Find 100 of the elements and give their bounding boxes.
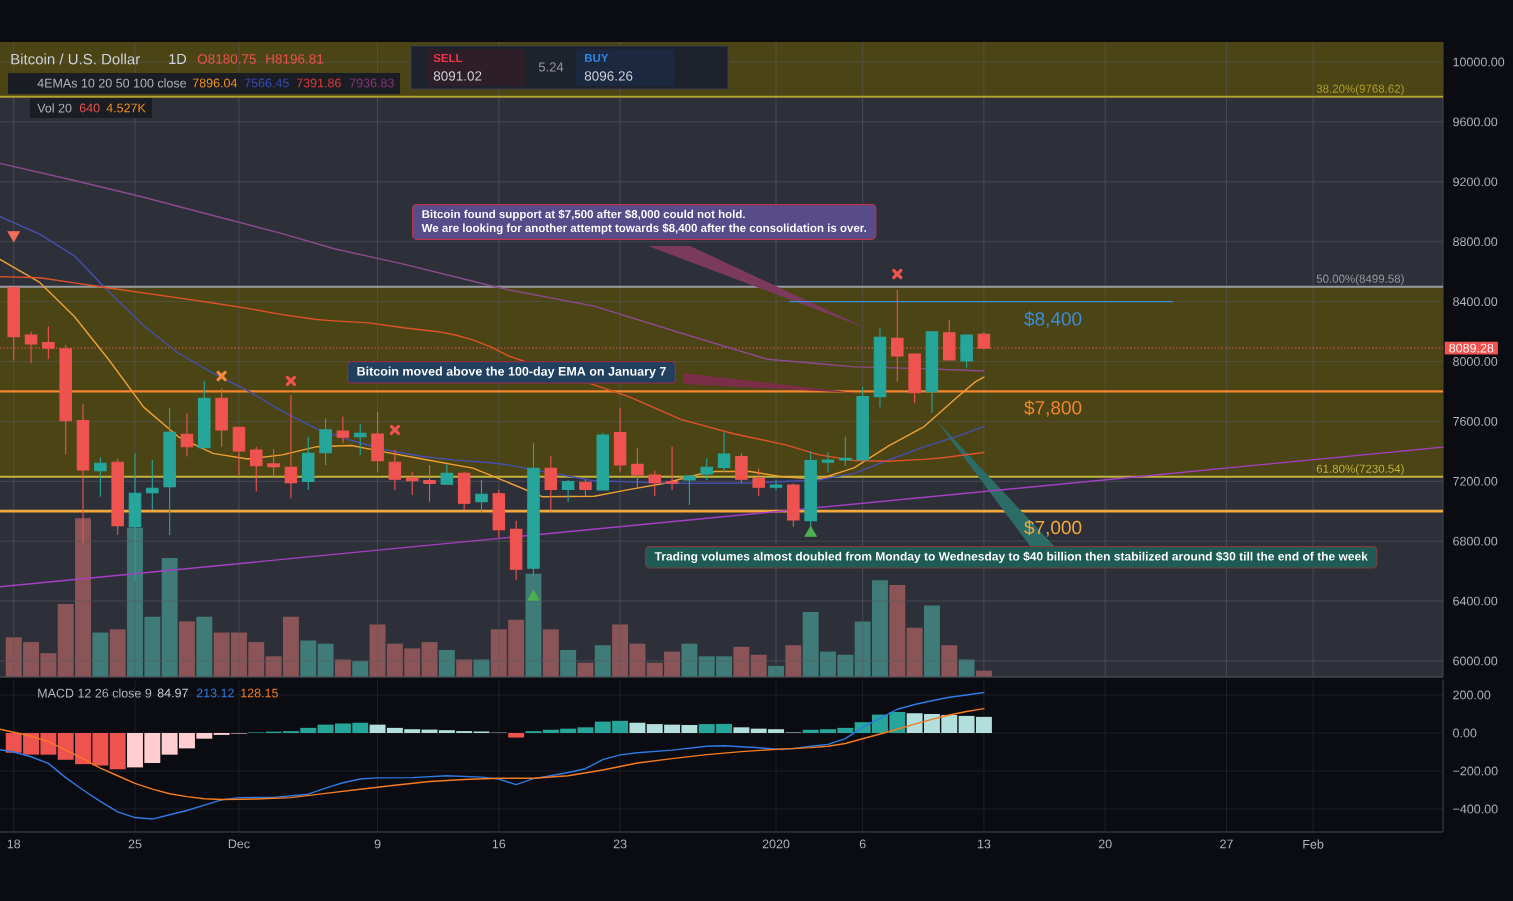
bar: [317, 643, 334, 677]
candlestick: [735, 452, 748, 484]
annotation: 7896.04: [192, 78, 238, 88]
annotation: Trading volumes almost doubled from Monday to Wednesday to $40 billion then stabilized around $30 till the end of the week: [654, 551, 1368, 564]
bar: [196, 616, 213, 677]
bar: [577, 662, 594, 677]
bar: [92, 632, 109, 677]
candlestick: [717, 432, 731, 473]
bar: [785, 645, 802, 677]
line-series: [0, 707, 985, 801]
y-tick-label: 9600.00: [1453, 117, 1498, 127]
bar: [508, 733, 525, 738]
text: MACD 12 26 close 9: [38, 688, 152, 698]
bar: [733, 646, 750, 677]
annotation: 4.527K: [106, 103, 146, 113]
annotation: 640: [79, 103, 100, 113]
y-tick-label: 9200.00: [1453, 177, 1498, 187]
ref-line-label: 61.80%(7230.54): [1316, 464, 1404, 476]
y-tick-label: 0.00: [1453, 728, 1477, 738]
annotation: 1D: [169, 53, 187, 64]
annotation: 7936.83: [349, 78, 394, 88]
annotation: 7566.45: [244, 78, 289, 88]
bar: [629, 722, 646, 733]
point: [7, 231, 20, 242]
candlestick: [787, 482, 800, 528]
y-tick-label: 6000.00: [1453, 656, 1498, 666]
annotation: 8096.26: [584, 71, 633, 81]
annotation: O8180.75: [197, 54, 256, 64]
candlestick: [111, 458, 124, 536]
bar: [542, 629, 559, 677]
candlestick: [752, 467, 765, 497]
candlestick: [769, 479, 783, 491]
candlestick: [544, 455, 558, 511]
y-tick-label: 7200.00: [1453, 476, 1498, 486]
candlestick: [336, 416, 350, 444]
x-tick-label: 27: [1220, 839, 1233, 849]
candlestick: [579, 479, 592, 497]
bar: [681, 643, 698, 677]
candlestick: [457, 471, 471, 511]
y-tick-label: 200.00: [1453, 690, 1491, 700]
candlestick: [180, 412, 194, 458]
candlestick: [821, 451, 835, 474]
annotation: Vol 20: [37, 103, 72, 113]
y-tick-label: 8800.00: [1453, 237, 1498, 247]
y-tick-label: 8400.00: [1453, 297, 1498, 307]
point: [804, 525, 817, 537]
annotation: 8091.02: [433, 71, 482, 81]
text: Bitcoin / U.S. Dollar: [11, 53, 140, 65]
candlestick: [353, 423, 367, 456]
annotation: BUY: [584, 53, 609, 62]
bar: [941, 645, 958, 677]
point: [892, 268, 903, 280]
bar: [109, 733, 126, 770]
x-tick-label: 20: [1098, 839, 1112, 849]
point: [285, 375, 297, 387]
bar: [179, 621, 195, 677]
x-tick-label: 9: [374, 839, 381, 849]
y-tick-label: −200.00: [1453, 766, 1498, 776]
bar: [889, 584, 906, 677]
candlestick: [492, 489, 506, 538]
annotation: 84.97: [157, 688, 188, 698]
annotation: Bitcoin found support at $7,500 after $8,000 could not hold.: [422, 209, 745, 221]
candlestick: [925, 331, 939, 414]
candlestick: [423, 464, 436, 503]
annotation: 128.15: [241, 688, 278, 698]
annotation: SELL: [433, 53, 463, 63]
candlestick: [440, 463, 454, 485]
candlestick: [856, 386, 869, 461]
candlestick: [319, 417, 332, 466]
candlestick: [665, 446, 679, 491]
x-tick-label: 2020: [762, 839, 790, 849]
ref-line-label: 8089.28: [1449, 343, 1494, 353]
candlestick: [405, 471, 419, 496]
candlestick: [648, 470, 662, 497]
candlestick: [94, 456, 107, 498]
point: [216, 370, 227, 382]
candlestick: [908, 353, 921, 404]
candlestick: [683, 474, 696, 506]
ref-line-label: $7,000: [1024, 519, 1082, 537]
annotation: 5.24: [538, 62, 564, 72]
candlestick: [163, 407, 176, 536]
candlestick: [198, 380, 211, 449]
x-tick-label: 16: [492, 839, 506, 849]
bar: [300, 640, 317, 677]
bar: [594, 645, 611, 677]
x-tick-label: 6: [859, 839, 866, 849]
bar: [733, 727, 750, 733]
candlestick: [873, 327, 887, 408]
y-tick-label: −400.00: [1453, 804, 1498, 814]
annotation: 7391.86: [296, 78, 341, 88]
candlestick: [839, 436, 852, 467]
ref-line-label: $7,800: [1024, 400, 1082, 417]
y-tick-label: 7600.00: [1453, 416, 1498, 426]
candlestick: [509, 520, 523, 581]
candlestick: [284, 394, 298, 499]
bar: [906, 627, 923, 677]
annotation: H8196.81: [266, 54, 324, 64]
series-label: $8,400: [1024, 311, 1082, 328]
candlestick: [631, 447, 644, 489]
point: [527, 590, 540, 601]
